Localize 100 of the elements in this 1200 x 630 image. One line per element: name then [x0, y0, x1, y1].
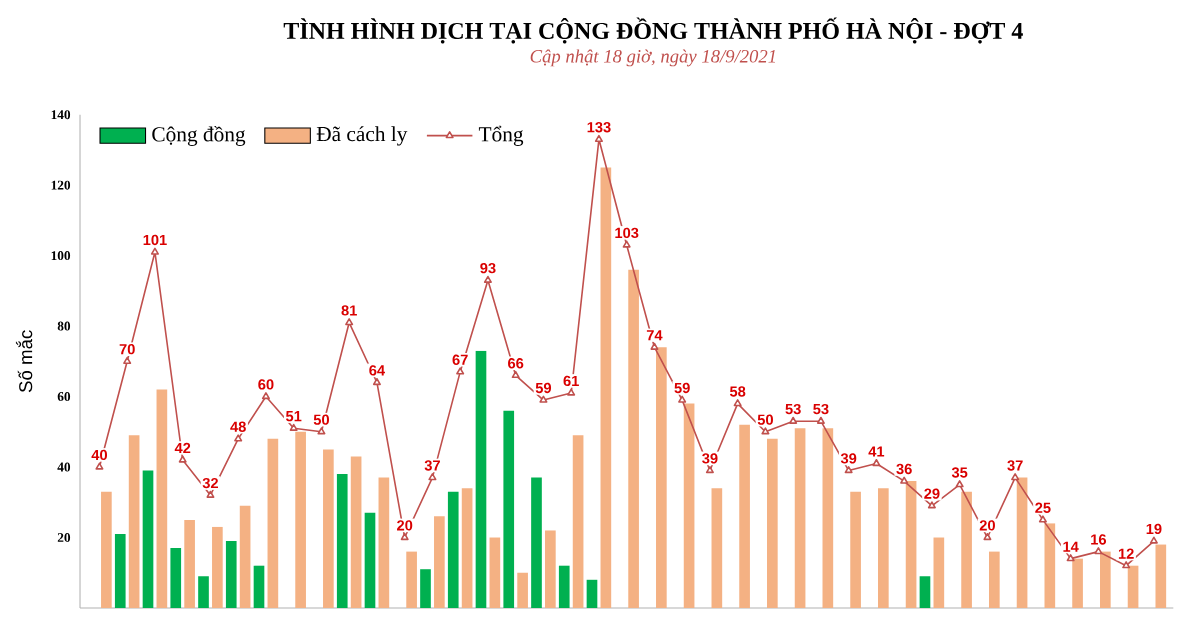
point	[872, 459, 881, 467]
point	[567, 388, 576, 397]
point	[1011, 473, 1020, 481]
point	[844, 466, 853, 474]
point	[1066, 554, 1075, 562]
bar	[489, 537, 501, 609]
point	[983, 533, 992, 541]
point	[955, 480, 964, 488]
point	[289, 424, 298, 432]
bar	[989, 551, 1000, 609]
point	[317, 427, 326, 435]
y-axis-title: Số mắc	[15, 330, 33, 393]
chart-title: TÌNH HÌNH DỊCH TẠI CỘNG ĐỒNG THÀNH PHỐ HÀ NỘI - ĐỢT 4	[283, 17, 1023, 44]
bar	[350, 456, 362, 609]
chart-subtitle: Cập nhật 18 giờ, ngày 18/9/2021	[530, 49, 776, 67]
bar	[1155, 544, 1167, 609]
bar	[1072, 558, 1083, 609]
point	[539, 395, 548, 404]
bar	[767, 439, 778, 609]
point	[733, 399, 742, 407]
bar	[905, 481, 917, 609]
bar	[295, 432, 306, 609]
point	[345, 318, 354, 326]
point	[206, 491, 215, 499]
bar	[794, 428, 806, 609]
point	[678, 395, 687, 404]
point	[123, 357, 132, 365]
bar	[198, 576, 209, 609]
bar	[128, 435, 140, 609]
bar	[586, 580, 598, 609]
bar	[461, 488, 473, 609]
bar	[323, 449, 334, 609]
point	[456, 367, 465, 375]
bar	[253, 566, 265, 609]
bar	[517, 573, 528, 609]
bar	[336, 474, 348, 609]
bar	[503, 411, 515, 609]
point	[261, 392, 270, 400]
bar	[919, 576, 931, 609]
bar	[628, 270, 639, 609]
point	[650, 343, 659, 351]
point	[816, 417, 825, 425]
point	[1149, 536, 1158, 545]
bar	[572, 435, 584, 609]
point	[1094, 547, 1103, 555]
bar	[1099, 551, 1111, 609]
point	[622, 240, 631, 249]
bar	[434, 516, 445, 609]
bar	[1016, 477, 1028, 609]
bar	[142, 470, 154, 609]
legend-label: Cộng đồng	[152, 126, 246, 147]
point	[150, 247, 159, 256]
bar	[378, 477, 390, 609]
point	[705, 466, 714, 474]
bar	[822, 428, 834, 609]
bar	[239, 506, 251, 609]
point	[1122, 561, 1131, 569]
bar	[933, 537, 945, 609]
point	[483, 276, 492, 284]
bar	[600, 167, 612, 609]
bar	[212, 527, 223, 609]
bar	[114, 534, 126, 609]
point	[178, 455, 187, 463]
bar	[156, 389, 168, 609]
bar	[364, 513, 376, 609]
point	[789, 417, 798, 425]
bar	[267, 439, 279, 609]
point	[234, 434, 243, 442]
point	[400, 533, 409, 541]
bar	[683, 403, 695, 609]
bar	[475, 351, 487, 609]
point	[428, 473, 437, 481]
bar	[850, 492, 861, 609]
bar	[1044, 523, 1056, 609]
point	[511, 371, 520, 379]
bar	[878, 488, 889, 609]
legend-label: Tổng	[478, 126, 524, 147]
bar	[420, 569, 431, 609]
bar	[739, 425, 750, 609]
point	[900, 476, 909, 485]
bar	[558, 566, 570, 609]
bar	[961, 492, 972, 609]
bar	[447, 492, 459, 609]
bar	[656, 347, 667, 609]
bar	[170, 548, 182, 609]
point	[761, 427, 770, 435]
point	[372, 378, 381, 386]
legend-label: Đã cách ly	[316, 126, 408, 146]
bar	[184, 520, 195, 609]
point	[594, 135, 603, 143]
bar	[531, 477, 542, 609]
point	[927, 501, 936, 509]
bar	[711, 488, 723, 609]
bar	[545, 530, 556, 609]
bar	[1127, 566, 1139, 609]
point	[95, 462, 104, 471]
point	[1038, 515, 1047, 523]
bar	[406, 551, 417, 609]
bar	[101, 492, 112, 609]
bar	[225, 541, 237, 609]
